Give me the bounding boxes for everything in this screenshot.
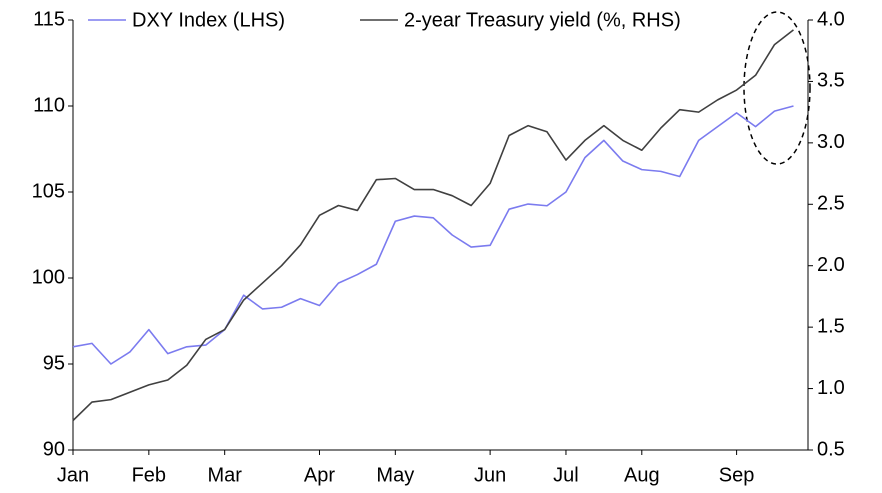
y-tick-label: 90 (43, 438, 65, 460)
x-tick-label: Mar (207, 464, 242, 486)
y2-tick-label: 2.0 (817, 254, 845, 276)
y-tick-label: 95 (43, 352, 65, 374)
x-tick-label: Apr (304, 464, 335, 486)
legend-label: DXY Index (LHS) (132, 9, 285, 31)
highlight-ellipse (743, 11, 811, 165)
x-tick-label: Jun (474, 464, 506, 486)
x-tick-label: Aug (624, 464, 660, 486)
y-tick-label: 105 (32, 180, 65, 202)
series-line (72, 29, 794, 422)
y2-tick-label: 3.0 (817, 131, 845, 153)
y-tick-label: 110 (33, 94, 65, 116)
y2-tick-label: 3.5 (817, 70, 845, 92)
y2-tick-label: 1.5 (817, 315, 845, 337)
series-line (72, 105, 794, 365)
y2-tick-label: 2.5 (817, 193, 845, 215)
y2-tick-label: 0.5 (817, 438, 845, 460)
legend-label: 2-year Treasury yield (%, RHS) (404, 9, 681, 31)
y2-tick-label: 1.0 (817, 377, 845, 399)
x-tick-label: Feb (132, 464, 166, 486)
x-tick-label: Jul (553, 464, 579, 486)
x-tick-label: Jan (57, 464, 89, 486)
y-tick-label: 115 (33, 8, 65, 30)
x-tick-label: May (376, 464, 414, 486)
x-tick-label: Sep (719, 464, 755, 486)
y-tick-label: 100 (32, 266, 65, 288)
y2-tick-label: 4.0 (817, 8, 845, 30)
